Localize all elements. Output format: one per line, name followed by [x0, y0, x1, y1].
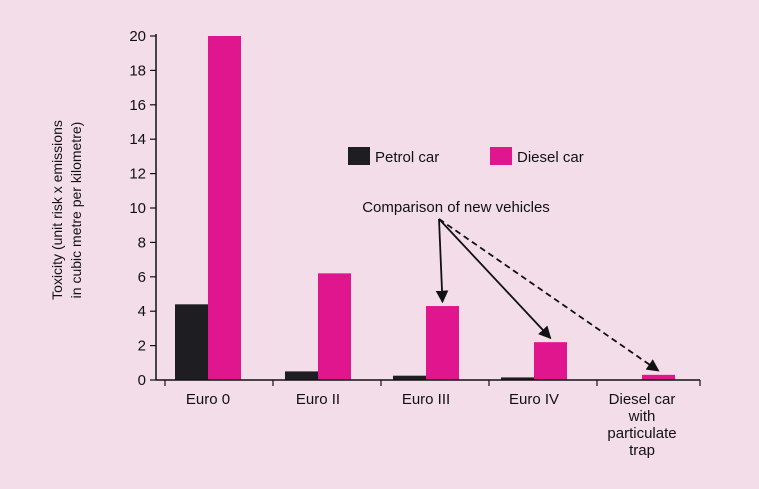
legend-label-diesel-car: Diesel car	[517, 149, 584, 166]
bars-group	[175, 36, 675, 380]
x-label-1: Euro II	[296, 391, 340, 408]
y-tick-label-16: 16	[129, 97, 146, 114]
bar-petrol-car-1	[285, 371, 318, 380]
x-label-4: Diesel car with particulate trap	[607, 391, 676, 459]
annotation-arrow-2	[435, 218, 449, 304]
bar-diesel-car-1	[318, 273, 351, 380]
legend: Petrol car Diesel car	[348, 147, 584, 166]
y-axis-label: Toxicity (unit risk x emissions in cubic …	[49, 120, 84, 300]
bar-diesel-car-4	[642, 374, 675, 380]
bar-petrol-car-2	[393, 375, 426, 380]
bar-diesel-car-0	[208, 36, 241, 380]
y-axis-title: Toxicity (unit risk x emissions in cubic …	[49, 120, 84, 300]
annotation-arrow-3	[438, 218, 552, 340]
y-tick-label-8: 8	[138, 234, 146, 251]
y-tick-label-18: 18	[129, 62, 146, 79]
bar-diesel-car-2	[426, 306, 459, 380]
y-tick-label-20: 20	[129, 28, 146, 45]
axes: 0 2 4 6 8 10 12 14 16 18 20	[129, 28, 701, 389]
annotation-arrow-4	[438, 218, 660, 372]
x-label-2: Euro III	[402, 391, 450, 408]
bar-diesel-car-3	[534, 342, 567, 380]
bar-petrol-car-0	[175, 304, 208, 380]
legend-label-petrol-car: Petrol car	[375, 149, 439, 166]
y-tick-label-14: 14	[129, 131, 146, 148]
y-tick-label-4: 4	[138, 303, 146, 320]
x-axis-labels: Euro 0 Euro II Euro III Euro IV Diesel car wi…	[186, 391, 677, 459]
legend-swatch-diesel-car	[490, 147, 512, 165]
legend-swatch-petrol-car	[348, 147, 370, 165]
y-tick-label-6: 6	[138, 269, 146, 286]
y-tick-label-12: 12	[129, 166, 146, 183]
annotation: Comparison of new vehicles	[362, 199, 660, 372]
y-tick-label-2: 2	[138, 338, 146, 355]
x-label-3: Euro IV	[509, 391, 559, 408]
bar-petrol-car-3	[501, 377, 534, 380]
annotation-text: Comparison of new vehicles	[362, 199, 550, 216]
y-tick-label-0: 0	[138, 372, 146, 389]
y-tick-label-10: 10	[129, 200, 146, 217]
x-label-0: Euro 0	[186, 391, 230, 408]
